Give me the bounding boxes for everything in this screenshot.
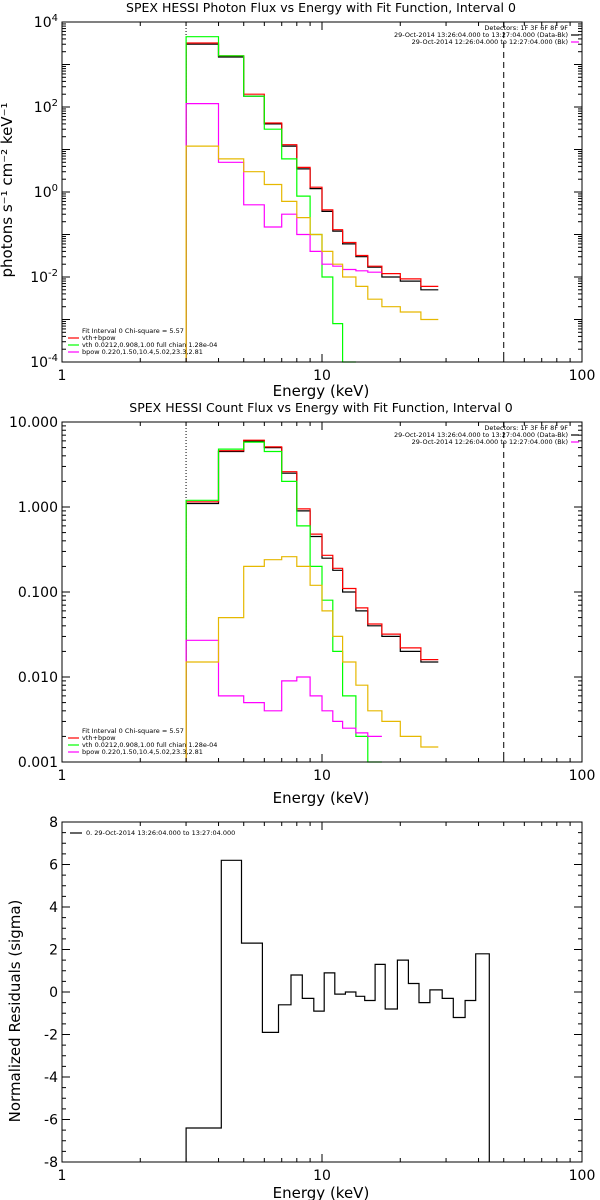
legend-entry: Fit Interval 0 Chi-square = 5.57 xyxy=(82,727,184,735)
legend-entry: Fit Interval 0 Chi-square = 5.57 xyxy=(82,327,184,335)
x-tick-label: 10 xyxy=(313,1168,331,1184)
x-tick-label: 1 xyxy=(58,1168,67,1184)
y-tick-label: 6 xyxy=(49,858,58,874)
y-axis-title: Normalized Residuals (sigma) xyxy=(6,900,24,1123)
y-tick-label: -2 xyxy=(44,1028,58,1044)
series-line-vth xyxy=(185,36,356,363)
y-tick-label: 2 xyxy=(49,943,58,959)
x-tick-label: 1 xyxy=(58,368,67,384)
y-tick-label: 10-2 xyxy=(30,268,58,286)
series-line-data_total xyxy=(185,859,490,1162)
legend-entry: 29-Oct-2014 13:26:04.000 to 13:27:04.000… xyxy=(394,431,568,439)
y-tick-label: -6 xyxy=(44,1113,58,1129)
y-tick-label: 104 xyxy=(34,13,58,31)
series-group xyxy=(185,36,439,363)
photon-flux-panel: SPEX HESSI Photon Flux vs Energy with Fi… xyxy=(0,0,595,400)
x-tick-label: 100 xyxy=(569,1168,596,1184)
x-tick-label: 10 xyxy=(313,368,331,384)
chart-title: SPEX HESSI Count Flux vs Energy with Fit… xyxy=(129,400,512,415)
x-axis-title: Energy (keV) xyxy=(273,382,370,400)
axes: 1 10 100 10-4 10-2 100 102 104 xyxy=(30,13,595,384)
series-line-gold xyxy=(185,556,439,762)
x-tick-label: 100 xyxy=(569,368,596,384)
legend-entry: 0. 29-Oct-2014 13:26:04.000 to 13:27:04.… xyxy=(86,829,235,837)
legend: 0. 29-Oct-2014 13:26:04.000 to 13:27:04.… xyxy=(70,829,235,837)
y-tick-label: 0.001 xyxy=(18,755,58,771)
axes: 1 10 100 -8 -6 -4 -2 0 2 4 6 8 xyxy=(44,815,595,1184)
legend-entry: bpow 0.220,1.50,10.4,5.02,23.3,2.81 xyxy=(82,748,203,756)
x-axis-title: Energy (keV) xyxy=(273,1184,370,1200)
legend-entry: 29-Oct-2014 13:26:04.000 to 13:27:04.000… xyxy=(394,31,568,39)
legend-entry: Detectors: 1F 3F 6F 8F 9F xyxy=(484,24,568,32)
series-line-vth xyxy=(185,441,382,763)
series-group xyxy=(185,859,490,1162)
legend-entry: bpow 0.220,1.50,10.4,5.02,23.3,2.81 xyxy=(82,348,203,356)
y-axis-title: photons s⁻¹ cm⁻² keV⁻¹ xyxy=(0,103,16,278)
y-tick-label: 4 xyxy=(49,900,58,916)
legend-entry: vth 0.0212,0.908,1.00 full chian 1.28e-0… xyxy=(82,741,217,749)
y-tick-label: -8 xyxy=(44,1155,58,1171)
gridlines xyxy=(185,422,505,762)
series-line-bpow xyxy=(185,639,382,762)
legend-entry: Detectors: 1F 3F 6F 8F 9F xyxy=(484,424,568,432)
y-tick-label: 8 xyxy=(49,815,58,831)
legend-entry: vth+bpow xyxy=(82,334,116,342)
chart-title: SPEX HESSI Photon Flux vs Energy with Fi… xyxy=(126,0,516,15)
x-tick-label: 10 xyxy=(313,768,331,784)
y-tick-label: 100 xyxy=(34,183,58,201)
x-axis-title: Energy (keV) xyxy=(273,789,370,807)
y-tick-label: -4 xyxy=(44,1070,58,1086)
y-tick-label: 0.010 xyxy=(18,670,58,686)
series-line-gold xyxy=(185,145,439,362)
legend-entry: 29-Oct-2014 12:26:04.000 to 12:27:04.000… xyxy=(412,438,568,446)
y-tick-label: 10-4 xyxy=(30,353,58,371)
legend-entry: vth+bpow xyxy=(82,734,116,742)
legend-entry: 29-Oct-2014 12:26:04.000 to 12:27:04.000… xyxy=(412,38,568,46)
y-tick-label: 1.000 xyxy=(18,500,58,516)
y-tick-label: 102 xyxy=(34,98,58,116)
y-tick-label: 0 xyxy=(49,985,58,1001)
series-line-fit_total xyxy=(185,439,439,762)
gridlines xyxy=(185,22,505,362)
x-tick-label: 1 xyxy=(58,768,67,784)
legend-entry: vth 0.0212,0.908,1.00 full chian 1.28e-0… xyxy=(82,341,217,349)
y-tick-label: 10.000 xyxy=(9,415,58,431)
y-tick-label: 0.100 xyxy=(18,585,58,601)
axes: 1 10 100 0.001 0.010 0.100 1.000 10.000 xyxy=(9,415,595,784)
count-flux-panel: SPEX HESSI Count Flux vs Energy with Fit… xyxy=(9,400,595,807)
series-group xyxy=(185,439,439,763)
residuals-panel: 1 10 100 -8 -6 -4 -2 0 2 4 6 8 Energy (keV) Normali… xyxy=(6,815,595,1200)
x-tick-label: 100 xyxy=(569,768,596,784)
